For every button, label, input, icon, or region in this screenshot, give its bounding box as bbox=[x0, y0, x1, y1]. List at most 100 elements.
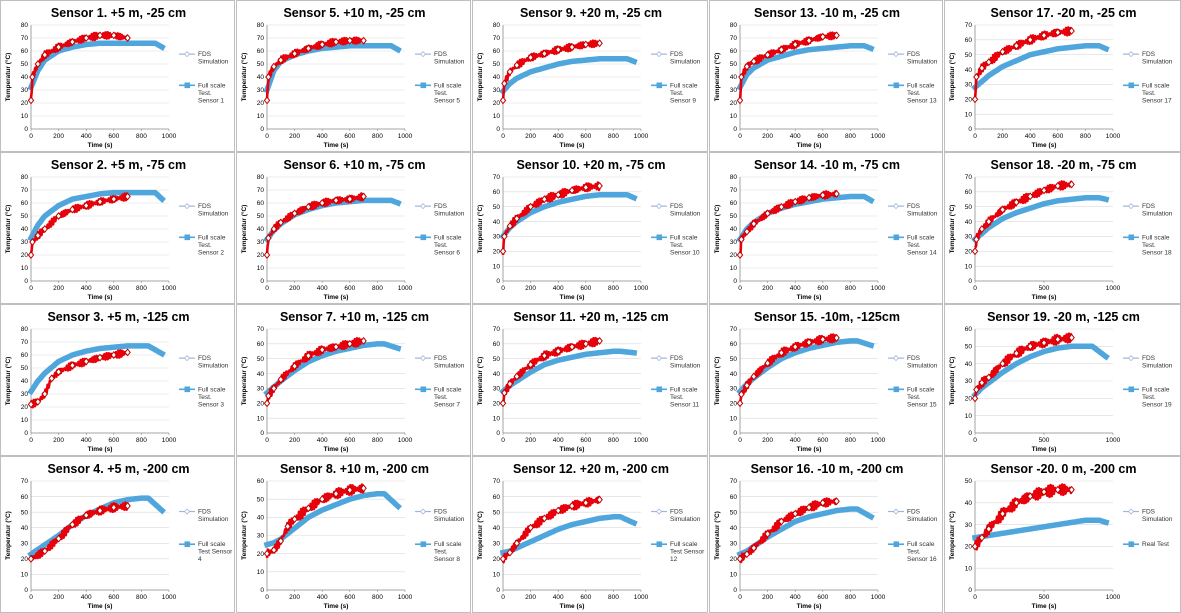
x-tick-label: 600 bbox=[108, 285, 119, 292]
fds-data-point bbox=[346, 36, 354, 45]
chart-svg: Sensor 13. -10 m, -25 cm 0 10 20 30 40 50 60 70 8… bbox=[713, 6, 938, 149]
chart-title: Sensor 19. -20 m, -125 cm bbox=[987, 310, 1140, 324]
y-tick-label: 60 bbox=[21, 352, 29, 359]
legend-label-fds: FDS bbox=[1142, 509, 1156, 516]
fds-data-point bbox=[764, 209, 771, 218]
legend-label-fds: Simulation bbox=[1142, 59, 1173, 66]
x-axis-label: Time (s) bbox=[324, 294, 349, 301]
y-tick-label: 80 bbox=[21, 174, 29, 181]
chart-title: Sensor 8. +10 m, -200 cm bbox=[280, 462, 429, 476]
legend-label-test: Full scale bbox=[907, 234, 935, 241]
x-tick-label: 600 bbox=[580, 133, 591, 140]
legend-label-fds: Simulation bbox=[1142, 516, 1173, 523]
chart-panel: Sensor 10. +20 m, -75 cm 0 10 20 30 40 50 60 70 0… bbox=[472, 152, 708, 304]
x-tick-label: 0 bbox=[973, 437, 977, 444]
fds-data-point bbox=[305, 504, 312, 513]
y-tick-label: 20 bbox=[257, 100, 265, 107]
y-axis-label: Temperatur (°C) bbox=[948, 357, 956, 406]
y-tick-label: 50 bbox=[257, 496, 265, 503]
chart-svg: Sensor 3. +5 m, -125 cm 0 10 20 30 40 50 60 70 80… bbox=[4, 310, 229, 453]
fds-data-point bbox=[305, 202, 312, 211]
legend-label-test: Sensor 16 bbox=[907, 556, 937, 563]
y-tick-label: 20 bbox=[493, 400, 501, 407]
y-tick-label: 0 bbox=[733, 587, 737, 594]
fds-data-point bbox=[738, 73, 745, 81]
x-tick-label: 400 bbox=[317, 285, 328, 292]
chart-svg: Sensor 19. -20 m, -125 cm 0 10 20 30 40 50 60 0 5… bbox=[948, 310, 1173, 453]
legend-label-test: Test. bbox=[434, 394, 448, 401]
legend-label-test: Sensor 11 bbox=[670, 401, 700, 408]
x-axis-label: Time (s) bbox=[797, 446, 822, 453]
fds-data-point bbox=[778, 45, 785, 54]
fds-data-point bbox=[318, 199, 326, 207]
y-tick-label: 20 bbox=[493, 556, 501, 563]
fds-data-point bbox=[568, 501, 576, 510]
chart-title: Sensor 14. -10 m, -75 cm bbox=[754, 158, 900, 172]
x-tick-label: 1000 bbox=[398, 437, 413, 444]
x-tick-label: 600 bbox=[108, 133, 119, 140]
fds-data-point bbox=[805, 338, 813, 347]
chart-title: Sensor 9. +20 m, -25 cm bbox=[520, 6, 662, 20]
x-tick-label: 400 bbox=[81, 437, 92, 444]
legend-label-fds: Simulation bbox=[907, 363, 938, 370]
y-tick-label: 40 bbox=[257, 371, 265, 378]
fds-data-point bbox=[29, 73, 36, 81]
fds-data-point bbox=[318, 495, 326, 504]
x-tick-label: 1000 bbox=[162, 437, 177, 444]
legend-label-test: Test. bbox=[670, 90, 684, 97]
series-line-test bbox=[736, 43, 875, 92]
fds-data-point bbox=[554, 347, 562, 356]
fds-data-point bbox=[265, 73, 272, 81]
x-tick-label: 800 bbox=[372, 133, 383, 140]
fds-data-point bbox=[34, 60, 42, 68]
x-tick-label: 600 bbox=[344, 133, 355, 140]
fds-data-point bbox=[124, 192, 131, 201]
legend-label-fds: FDS bbox=[907, 51, 921, 58]
fds-data-point bbox=[568, 43, 576, 52]
y-tick-label: 60 bbox=[965, 37, 973, 44]
series-line-fds bbox=[738, 333, 838, 404]
legend-label-test: Test. bbox=[907, 549, 921, 556]
x-tick-label: 800 bbox=[845, 133, 856, 140]
chart-panel: Sensor 15. -10m, -125cm 0 10 20 30 40 50 60 70 0 2… bbox=[709, 304, 943, 456]
y-tick-label: 10 bbox=[730, 113, 738, 120]
y-axis-label: Temperatur (°C) bbox=[4, 205, 12, 254]
y-tick-label: 50 bbox=[21, 61, 29, 68]
legend-label-test: Full scale bbox=[434, 234, 462, 241]
y-tick-label: 40 bbox=[257, 515, 265, 522]
series-line-fds bbox=[974, 180, 1073, 249]
legend-label-fds: Simulation bbox=[434, 363, 465, 370]
legend-label-test: Test. bbox=[434, 549, 448, 556]
y-axis-label: Temperatur (°C) bbox=[4, 511, 12, 560]
fds-data-point bbox=[270, 225, 278, 233]
fds-data-point bbox=[270, 384, 278, 393]
y-tick-label: 10 bbox=[965, 111, 973, 118]
fds-data-point bbox=[346, 486, 354, 495]
x-tick-label: 200 bbox=[289, 594, 300, 601]
x-tick-label: 400 bbox=[81, 285, 92, 292]
y-tick-label: 50 bbox=[493, 509, 501, 516]
fds-data-point bbox=[501, 79, 508, 88]
x-tick-label: 200 bbox=[289, 285, 300, 292]
y-axis-label: Temperatur (°C) bbox=[948, 511, 956, 560]
x-tick-label: 200 bbox=[525, 437, 536, 444]
x-tick-label: 400 bbox=[81, 133, 92, 140]
fds-data-point bbox=[55, 212, 62, 220]
fds-data-point bbox=[96, 353, 104, 362]
fds-data-point bbox=[27, 400, 35, 409]
x-axis-label: Time (s) bbox=[560, 603, 585, 610]
y-tick-label: 60 bbox=[21, 494, 29, 501]
y-tick-label: 10 bbox=[730, 572, 738, 579]
x-tick-label: 800 bbox=[136, 133, 147, 140]
fds-data-point bbox=[270, 62, 278, 71]
fds-data-point bbox=[596, 495, 603, 504]
fds-data-point bbox=[973, 235, 980, 244]
y-tick-label: 0 bbox=[968, 430, 972, 437]
x-tick-label: 200 bbox=[289, 133, 300, 140]
y-axis-label: Temperatur (°C) bbox=[4, 357, 12, 406]
y-axis-label: Temperatur (°C) bbox=[713, 357, 721, 406]
legend-label-test: Test. bbox=[907, 394, 921, 401]
y-tick-label: 0 bbox=[260, 430, 264, 437]
y-tick-label: 40 bbox=[965, 500, 973, 507]
x-tick-label: 1000 bbox=[634, 437, 649, 444]
